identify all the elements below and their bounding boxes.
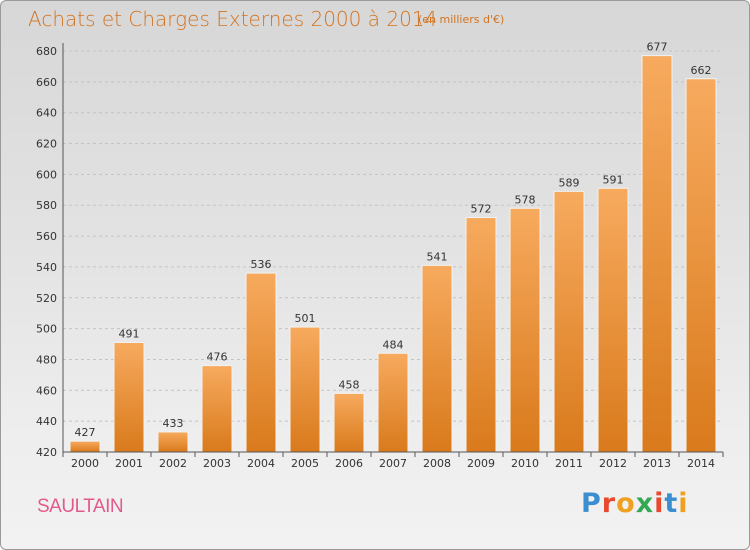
y-tick-label: 500 <box>36 323 57 336</box>
bar <box>201 365 233 453</box>
bar <box>465 217 497 453</box>
bar <box>421 264 453 453</box>
x-tick-label: 2005 <box>291 457 319 470</box>
y-tick-label: 620 <box>36 138 57 151</box>
x-tick-label: 2003 <box>203 457 231 470</box>
bars: 427 491 433 476 536 501 458 484 541 572 578 589 591 6… <box>69 41 717 453</box>
data-label: 501 <box>295 312 316 325</box>
data-label: 491 <box>119 327 140 340</box>
bar <box>553 190 585 453</box>
y-tick-label: 600 <box>36 168 57 181</box>
x-tick-label: 2009 <box>467 457 495 470</box>
chart-subtitle: (en milliers d'€) <box>418 13 505 26</box>
x-tick-label: 2002 <box>159 457 187 470</box>
data-label: 591 <box>603 173 624 186</box>
bar <box>377 352 409 453</box>
bar <box>113 341 145 453</box>
logo-letter: o <box>616 488 636 519</box>
x-tick-label: 2006 <box>335 457 363 470</box>
y-tick-label: 640 <box>36 107 57 120</box>
data-label: 536 <box>251 258 272 271</box>
data-label: 433 <box>163 417 184 430</box>
logo-letter: i <box>654 488 665 519</box>
chart-title: Achats et Charges Externes 2000 à 2014 <box>28 7 438 31</box>
y-tick-label: 660 <box>36 76 57 89</box>
place-name: SAULTAIN <box>37 496 124 517</box>
bar <box>685 78 717 453</box>
x-tick-label: 2004 <box>247 457 275 470</box>
logo-letter: i <box>678 488 689 519</box>
y-tick-label: 440 <box>36 415 57 428</box>
data-label: 677 <box>647 41 668 54</box>
x-tick-label: 2001 <box>115 457 143 470</box>
bar <box>289 326 321 453</box>
data-label: 578 <box>515 193 536 206</box>
data-label: 458 <box>339 378 360 391</box>
y-tick-label: 540 <box>36 261 57 274</box>
logo-letter: P <box>581 488 602 519</box>
x-tick-label: 2012 <box>599 457 627 470</box>
y-tick-label: 520 <box>36 292 57 305</box>
y-tick-label: 420 <box>36 446 57 459</box>
y-tick-label: 680 <box>36 45 57 58</box>
data-label: 484 <box>383 338 404 351</box>
bar <box>333 392 365 453</box>
data-label: 589 <box>559 176 580 189</box>
bar <box>597 187 629 453</box>
y-tick-label: 580 <box>36 199 57 212</box>
bar <box>245 272 277 453</box>
data-label: 476 <box>207 351 228 364</box>
bar <box>509 207 541 453</box>
data-label: 427 <box>75 426 96 439</box>
y-tick-label: 560 <box>36 230 57 243</box>
y-tick-label: 480 <box>36 353 57 366</box>
x-tick-label: 2014 <box>687 457 715 470</box>
x-tick-label: 2007 <box>379 457 407 470</box>
data-label: 541 <box>427 250 448 263</box>
logo-letter: t <box>664 488 679 519</box>
axes: 420 440 460 480 500 520 540 560 580 600 620 640 660 6… <box>36 43 724 470</box>
bar <box>157 431 189 453</box>
data-label: 662 <box>691 64 712 77</box>
data-label: 572 <box>471 203 492 216</box>
bar <box>641 55 673 453</box>
x-tick-label: 2013 <box>643 457 671 470</box>
y-tick-label: 460 <box>36 384 57 397</box>
x-tick-label: 2010 <box>511 457 539 470</box>
logo-letter: x <box>635 488 655 519</box>
x-tick-label: 2000 <box>71 457 99 470</box>
logo-letter: r <box>601 488 617 519</box>
bar <box>69 440 101 453</box>
proxiti-logo[interactable]: Proxiti <box>581 488 689 519</box>
x-tick-label: 2011 <box>555 457 583 470</box>
x-tick-label: 2008 <box>423 457 451 470</box>
